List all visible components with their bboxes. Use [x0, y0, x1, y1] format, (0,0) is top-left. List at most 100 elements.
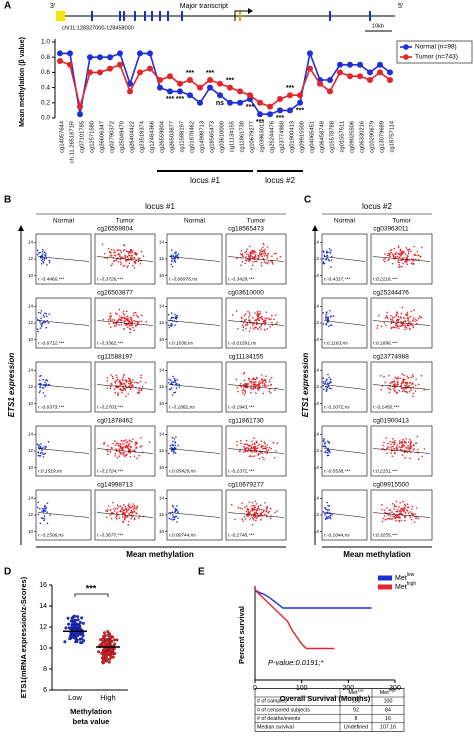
- x-tick-label: cg26606347: [100, 121, 106, 153]
- scatter-cloud: [236, 242, 282, 270]
- dot: [99, 638, 103, 642]
- scatter-dot: [249, 255, 251, 258]
- scatter-dot: [243, 319, 246, 321]
- scatter-dot: [245, 505, 248, 507]
- scatter-dot: [112, 501, 114, 504]
- table-cell: 100: [384, 699, 393, 705]
- scatter-dot: [414, 253, 416, 256]
- scatter-dot: [44, 381, 46, 384]
- scatter-dot: [253, 516, 256, 519]
- scatter-dot: [112, 508, 115, 510]
- scatter-dot: [129, 327, 131, 330]
- scatter-dot: [254, 312, 256, 314]
- correlation-label: r:0.00744,ns: [169, 532, 196, 538]
- scatter-dot: [407, 316, 409, 319]
- scatter-dot: [234, 518, 236, 521]
- scatter-dot: [409, 443, 412, 446]
- scatter-dot: [42, 456, 45, 458]
- scatter-dot: [406, 314, 409, 316]
- scatter-dot: [322, 388, 325, 391]
- point: [97, 54, 103, 61]
- y-axis-label: ETS1 expression: [7, 353, 16, 418]
- scatter-dot: [125, 454, 128, 457]
- scatter-dot: [401, 253, 404, 255]
- fit-line: [323, 384, 366, 390]
- scatter-dot: [405, 447, 407, 449]
- scatter-dot: [44, 445, 46, 448]
- y-tick-label: 12: [28, 320, 34, 325]
- scatter-dot: [390, 326, 393, 329]
- scatter-dot: [134, 517, 136, 519]
- fit-line: [96, 256, 154, 262]
- scatter-dot: [389, 382, 391, 384]
- scatter-cloud: [101, 243, 145, 269]
- scatter-dot: [262, 242, 265, 245]
- x-tick-label: Low: [68, 693, 82, 702]
- scatter-cloud: [322, 309, 335, 328]
- scatter-cloud: [322, 501, 334, 521]
- scatter-dot: [124, 511, 126, 514]
- table-cell: # of censored subjects: [257, 707, 310, 713]
- scatter-dot: [40, 517, 43, 519]
- scatter-dot: [407, 448, 409, 450]
- dot: [74, 624, 78, 628]
- point: [107, 54, 113, 61]
- scatter-dot: [131, 320, 133, 323]
- correlation-label: r:-0.4317,***: [324, 276, 350, 282]
- x-axis-label: Overall Survival (Months): [280, 694, 371, 703]
- scatter-dot: [117, 249, 120, 251]
- point: [167, 88, 173, 95]
- point: [327, 77, 333, 83]
- scatter-dot: [408, 324, 410, 327]
- scatter-dot: [110, 374, 112, 376]
- scatter-dot: [106, 257, 109, 260]
- scatter-dot: [265, 375, 267, 377]
- scatter-dot: [266, 256, 269, 259]
- scatter-dot: [36, 506, 39, 509]
- legend-superscript: high: [407, 581, 417, 587]
- scatter-dot: [39, 386, 41, 389]
- scatter-dot: [126, 441, 129, 443]
- scatter-dot: [118, 318, 120, 320]
- x-tick-label: cg14057644: [60, 120, 66, 153]
- scatter-dot: [122, 310, 125, 313]
- scatter-dot: [417, 448, 419, 451]
- scatter-dot: [237, 390, 239, 393]
- scatter-dot: [247, 444, 250, 447]
- fit-line: [37, 256, 90, 262]
- scatter-dot: [390, 443, 392, 445]
- scatter-dot: [127, 523, 130, 526]
- scatter-dot: [393, 389, 396, 392]
- scatter-dot: [396, 325, 399, 328]
- scatter-dot: [253, 385, 256, 387]
- scatter-dot: [171, 504, 174, 507]
- scatter-dot: [240, 385, 243, 388]
- scatter-dot: [390, 251, 393, 254]
- point: [117, 61, 123, 68]
- scatter-dot: [175, 383, 177, 386]
- scatter-dot: [128, 324, 130, 327]
- scatter-dot: [125, 310, 128, 313]
- significance: ***: [86, 583, 97, 593]
- scatter-dot: [382, 259, 385, 261]
- significance: ***: [226, 77, 234, 84]
- scatter-dot: [252, 518, 255, 521]
- scatter-dot: [255, 320, 258, 322]
- scatter-panel: [94, 361, 156, 413]
- scatter-dot: [405, 387, 407, 390]
- legend-label: Normal (n=98): [415, 44, 457, 51]
- point: [287, 92, 293, 99]
- scatter-dot: [262, 246, 264, 249]
- scatter-dot: [257, 454, 259, 456]
- gene-exon: [56, 11, 65, 21]
- scatter-dot: [135, 447, 138, 449]
- point: [127, 88, 133, 95]
- scatter-dot: [240, 440, 242, 442]
- scatter-dot: [392, 326, 395, 328]
- scatter-dot: [409, 445, 412, 448]
- scatter-dot: [412, 260, 414, 262]
- scatter-dot: [175, 436, 177, 438]
- scatter-dot: [247, 383, 249, 385]
- scatter-dot: [254, 500, 257, 503]
- scatter-dot: [125, 395, 127, 398]
